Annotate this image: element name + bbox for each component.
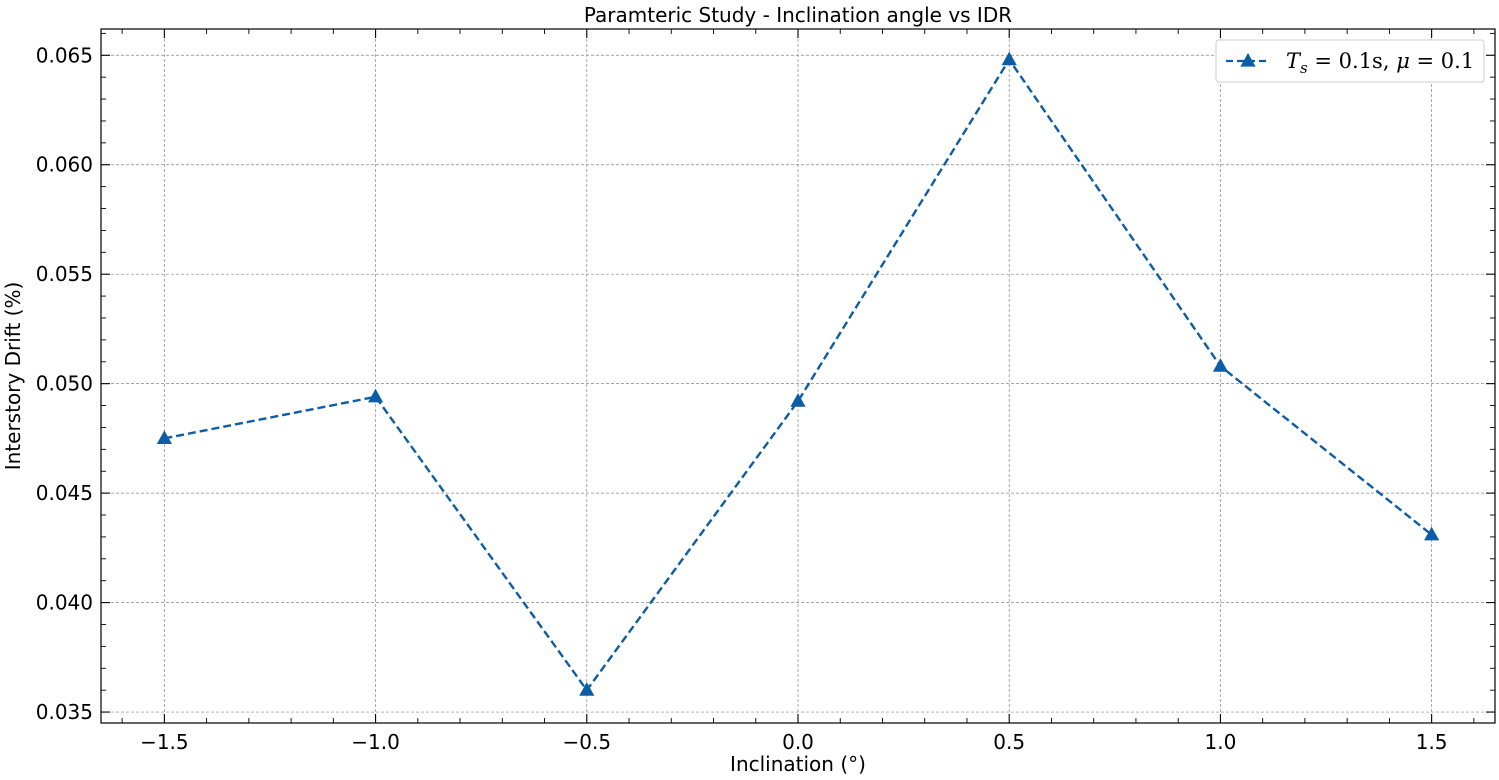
legend-entry-label: Ts = 0.1s, μ = 0.1 [1286,49,1474,77]
tick-labels: −1.5 −1.0 −0.5 0.0 0.5 1.0 1.5 0.035 0.040 0.045 0… [36,43,1448,754]
y-tick-label: 0.045 [36,481,93,505]
x-tick-label: 1.0 [1205,730,1237,754]
data-point-marker [1212,358,1229,372]
legend: Ts = 0.1s, μ = 0.1 [1215,39,1485,83]
x-tick-label: 0.5 [993,730,1025,754]
data-point-marker [579,682,595,696]
x-tick-label: −0.5 [562,730,611,754]
data-point-marker [156,430,172,444]
x-tick-label: −1.0 [351,730,400,754]
chart-title: Paramteric Study - Inclination angle vs … [584,3,1012,27]
data-point-marker [790,393,806,407]
legend-eq-2: = 0.1 [1410,49,1474,73]
grid-lines [101,29,1495,723]
x-tick-label: 1.5 [1416,730,1448,754]
legend-marker-triangle [1240,53,1256,67]
x-tick-label: −1.5 [140,730,189,754]
legend-eq-1: = 0.1s, [1308,49,1396,73]
legend-subscript: s [1300,59,1308,77]
y-tick-label: 0.055 [36,262,93,286]
legend-mu-symbol: μ [1396,49,1410,73]
y-tick-label: 0.050 [36,372,93,396]
legend-t-symbol: T [1286,49,1302,73]
x-axis-title: Inclination (°) [730,752,866,776]
data-point-marker [1424,526,1440,541]
axis-ticks [101,29,1495,723]
y-tick-label: 0.060 [36,153,93,177]
data-point-marker [1001,51,1017,66]
y-tick-label: 0.065 [36,43,93,67]
data-point-marker [367,388,384,403]
x-tick-label: 0.0 [782,730,814,754]
legend-box [1215,39,1485,83]
series-layer [156,51,1440,696]
y-tick-label: 0.035 [36,700,93,724]
y-axis-title: Interstory Drift (%) [1,282,25,471]
y-tick-label: 0.040 [36,591,93,615]
